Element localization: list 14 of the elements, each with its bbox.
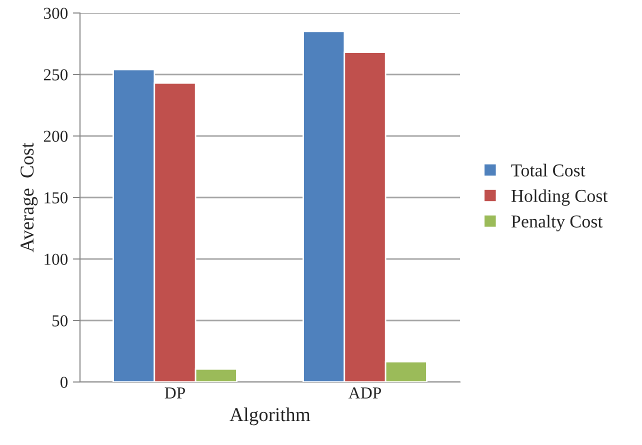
x-tick-label: DP bbox=[164, 388, 185, 398]
y-axis-title: Average Cost bbox=[20, 142, 38, 252]
legend-label: Holding Cost bbox=[511, 189, 608, 206]
y-tick-label: 200 bbox=[44, 130, 68, 142]
y-tick-label: 50 bbox=[52, 315, 68, 326]
y-tick-label: 100 bbox=[44, 254, 68, 265]
y-tick-label: 250 bbox=[44, 69, 68, 80]
y-tick-label: 0 bbox=[60, 376, 68, 388]
y-tick-label: 150 bbox=[44, 192, 68, 204]
x-axis-title: Algorithm bbox=[230, 408, 310, 426]
legend-label: Penalty Cost bbox=[511, 214, 603, 232]
x-tick-label: ADP bbox=[348, 387, 382, 398]
y-tick-label: 300 bbox=[44, 8, 68, 19]
legend-label: Total Cost bbox=[511, 164, 586, 177]
